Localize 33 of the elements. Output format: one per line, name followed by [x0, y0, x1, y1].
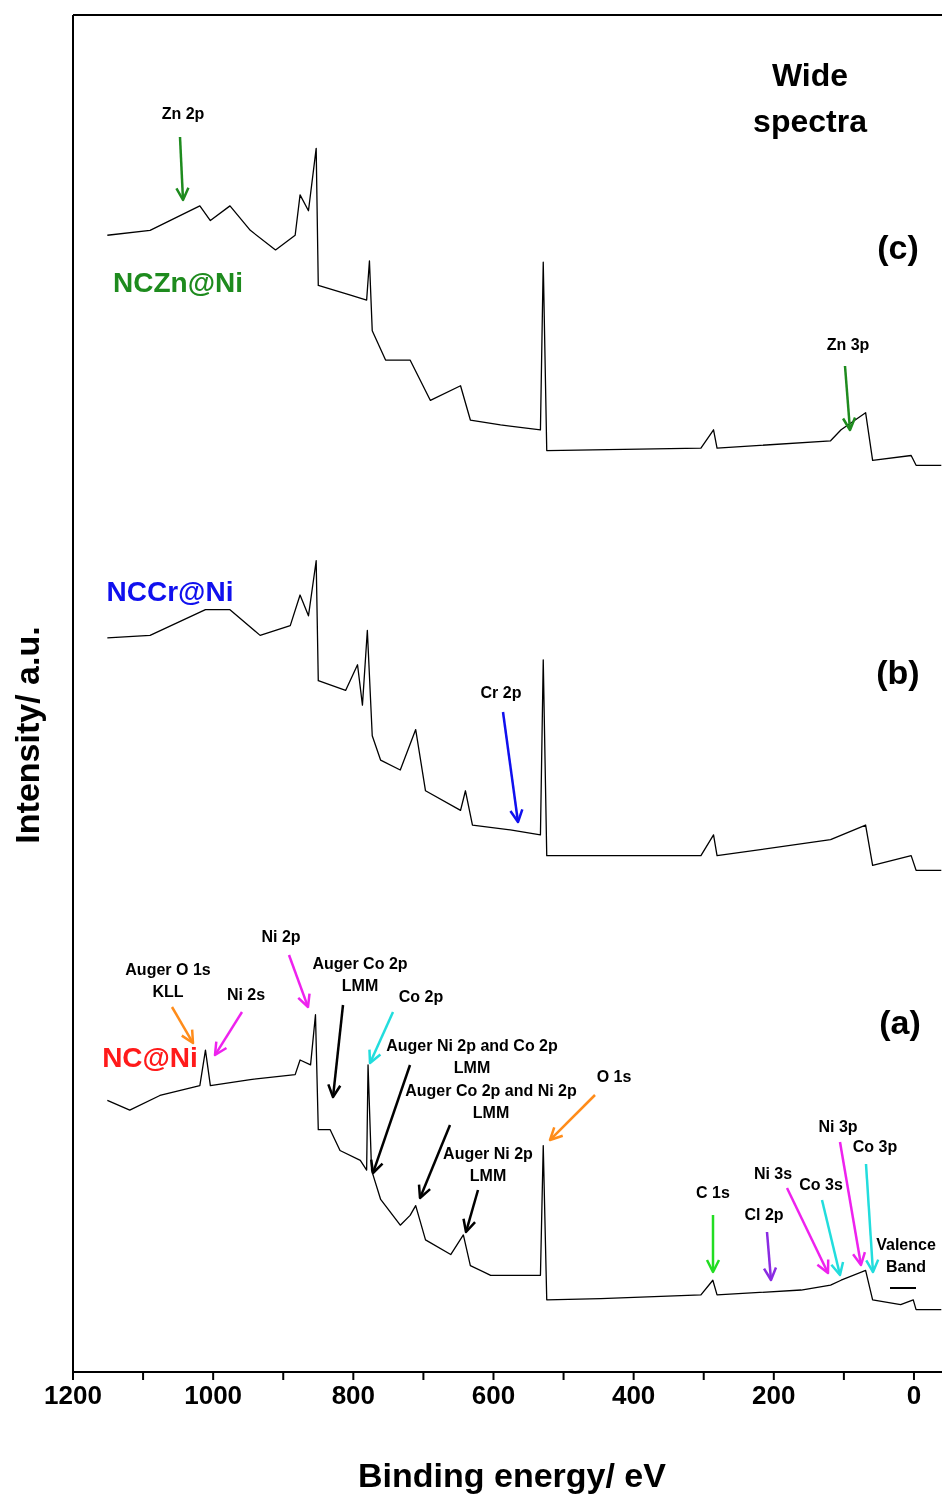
x-tick-label: 0 — [906, 1380, 922, 1411]
annotation: Auger Ni 2p LMM — [443, 1145, 534, 1185]
annotation: Ni 3s — [753, 1165, 793, 1183]
annotation: Auger O 1s KLL — [125, 961, 211, 1001]
x-tick-label: 200 — [752, 1380, 796, 1411]
annotation: Ni 2s — [226, 986, 266, 1004]
annotation: Ni 2p — [261, 928, 301, 946]
x-axis-title: Binding energy/ eV — [358, 1455, 667, 1494]
annotation: Auger Co 2p and Ni 2p LMM — [405, 1082, 578, 1122]
annotation: O 1s — [596, 1068, 632, 1086]
series-label: NC@Ni — [102, 1042, 198, 1074]
x-tick-label: 1200 — [44, 1380, 102, 1411]
series-label: NCCr@Ni — [106, 576, 234, 608]
x-tick-label: 400 — [611, 1380, 656, 1411]
annotation: Co 3p — [852, 1138, 898, 1156]
annotation: Cr 2p — [480, 684, 522, 702]
y-axis-title: Intensity/ a.u. — [7, 626, 46, 844]
annotation: C 1s — [696, 1184, 730, 1202]
annotation: Co 3s — [799, 1176, 843, 1194]
annotation: Cl 2p — [744, 1206, 784, 1224]
annotation: Ni 3p — [818, 1118, 858, 1136]
text: Zn 2p — [161, 105, 205, 123]
x-tick-label: 600 — [471, 1380, 516, 1411]
annotation: Zn 3p — [826, 336, 870, 354]
chart-title: Wide spectra — [753, 57, 868, 140]
annotation: (b) — [876, 652, 920, 691]
x-tick-label: 800 — [331, 1380, 376, 1411]
annotation: Auger Ni 2p and Co 2p LMM — [386, 1037, 559, 1077]
x-tick-label: 1000 — [184, 1380, 243, 1411]
annotation: Valence Band — [876, 1236, 936, 1276]
annotation: (a) — [879, 1002, 921, 1041]
annotation: (c) — [877, 227, 919, 266]
series-label: NCZn@Ni — [113, 267, 243, 299]
